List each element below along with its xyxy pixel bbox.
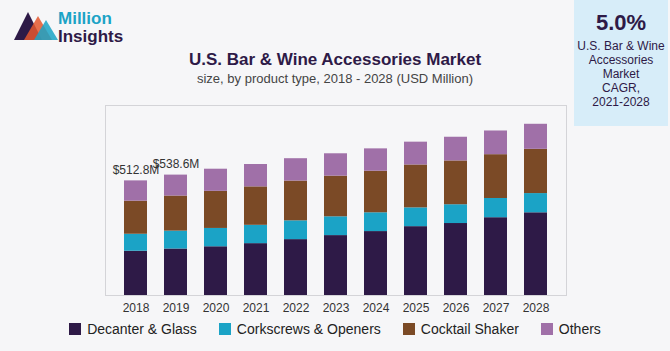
html-text:Insights: Insights xyxy=(58,27,124,46)
svg-text:$512.8M: $512.8M xyxy=(112,162,160,177)
svg-text:2027: 2027 xyxy=(483,301,510,315)
svg-text:2020: 2020 xyxy=(203,301,230,315)
html-text:Cocktail Shaker: Cocktail Shaker xyxy=(420,321,519,337)
html-text:U.S. Bar & Wine Accessories Ma: U.S. Bar & Wine Accessories Market xyxy=(188,50,482,69)
html-text:Others: Others xyxy=(558,321,601,337)
svg-text:2021: 2021 xyxy=(243,301,270,315)
html-text:size, by product type, 2018 -: size, by product type, 2018 - 2028 (USD … xyxy=(197,71,473,86)
html-text:Accessories: Accessories xyxy=(588,53,654,67)
html-text:Decanter & Glass: Decanter & Glass xyxy=(87,321,197,337)
html-text:Million: Million xyxy=(58,9,112,28)
svg-text:2025: 2025 xyxy=(403,301,430,315)
svg-text:2026: 2026 xyxy=(443,301,470,315)
svg-text:2022: 2022 xyxy=(283,301,310,315)
html-text:Market: Market xyxy=(602,67,640,81)
svg-text:2019: 2019 xyxy=(163,301,190,315)
html-text:2021-2028: 2021-2028 xyxy=(592,95,650,109)
html-text:CAGR,: CAGR, xyxy=(602,81,640,95)
svg-text:2028: 2028 xyxy=(523,301,550,315)
html-text:5.0%: 5.0% xyxy=(595,10,647,35)
svg-text:2024: 2024 xyxy=(363,301,390,315)
html-text:U.S. Bar & Wine: U.S. Bar & Wine xyxy=(577,39,665,53)
svg-text:$538.6M: $538.6M xyxy=(153,157,200,171)
html-text:Corkscrews & Openers: Corkscrews & Openers xyxy=(236,321,381,337)
svg-text:2018: 2018 xyxy=(123,301,150,315)
svg-text:2023: 2023 xyxy=(323,301,350,315)
